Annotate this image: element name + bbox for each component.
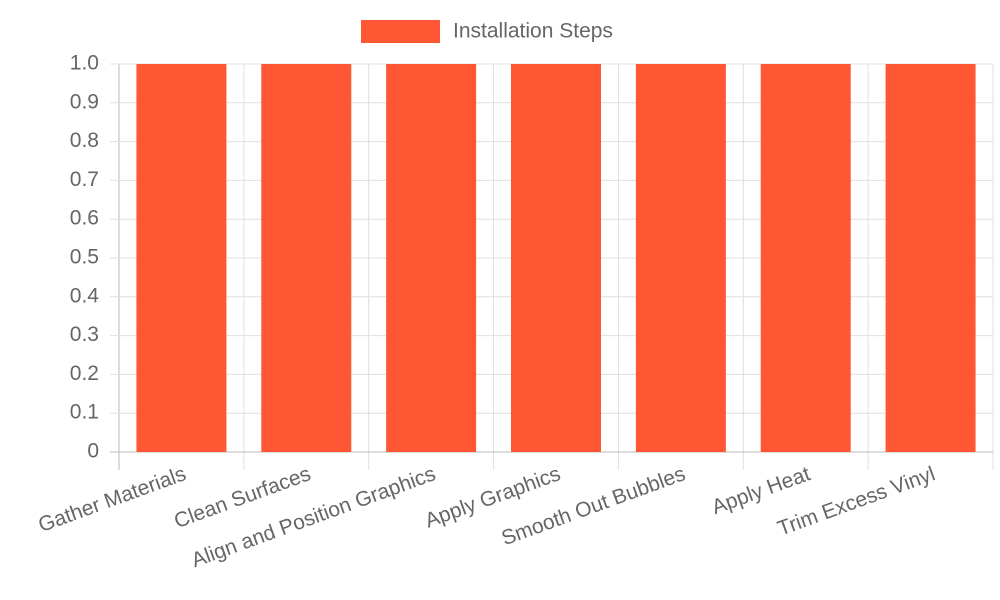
x-tick-label: Gather Materials: [35, 462, 189, 537]
y-tick-label: 1.0: [70, 52, 99, 75]
y-tick-label: 0.6: [70, 207, 99, 230]
y-tick-label: 0.5: [70, 246, 99, 269]
bar: [760, 64, 851, 452]
y-tick-label: 0.3: [70, 323, 99, 346]
y-tick-label: 0.9: [70, 90, 99, 113]
y-tick-label: 0.2: [70, 362, 99, 385]
bar: [261, 64, 352, 452]
y-tick-label: 0.7: [70, 168, 99, 191]
x-tick-label: Align and Position Graphics: [188, 462, 438, 572]
y-tick-label: 0.1: [70, 401, 99, 424]
bar: [386, 64, 477, 452]
legend-label: Installation Steps: [453, 20, 613, 43]
y-tick-label: 0.8: [70, 129, 99, 152]
bar: [885, 64, 976, 452]
y-tick-label: 0.4: [70, 284, 100, 307]
bar: [635, 64, 726, 452]
bar: [511, 64, 601, 452]
y-tick-label: 0: [87, 440, 99, 463]
legend-swatch: [361, 20, 440, 43]
bar: [136, 64, 227, 452]
